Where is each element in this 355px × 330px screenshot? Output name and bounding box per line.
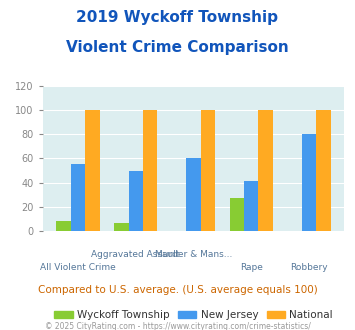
Bar [302, 134, 316, 231]
Text: Murder & Mans...: Murder & Mans... [155, 250, 232, 259]
Text: Violent Crime Comparison: Violent Crime Comparison [66, 40, 289, 54]
Bar [114, 222, 129, 231]
Bar [244, 182, 258, 231]
Legend: Wyckoff Township, New Jersey, National: Wyckoff Township, New Jersey, National [50, 306, 337, 324]
Text: © 2025 CityRating.com - https://www.cityrating.com/crime-statistics/: © 2025 CityRating.com - https://www.city… [45, 322, 310, 330]
Bar [85, 110, 100, 231]
Bar [129, 171, 143, 231]
Bar [56, 221, 71, 231]
Text: All Violent Crime: All Violent Crime [40, 263, 116, 272]
Text: Rape: Rape [240, 263, 263, 272]
Bar [201, 110, 215, 231]
Bar [230, 198, 244, 231]
Bar [316, 110, 331, 231]
Text: Aggravated Assault: Aggravated Assault [92, 250, 180, 259]
Bar [186, 158, 201, 231]
Text: 2019 Wyckoff Township: 2019 Wyckoff Township [76, 10, 279, 25]
Bar [258, 110, 273, 231]
Bar [143, 110, 157, 231]
Text: Compared to U.S. average. (U.S. average equals 100): Compared to U.S. average. (U.S. average … [38, 285, 317, 295]
Bar [71, 164, 85, 231]
Text: Robbery: Robbery [290, 263, 328, 272]
